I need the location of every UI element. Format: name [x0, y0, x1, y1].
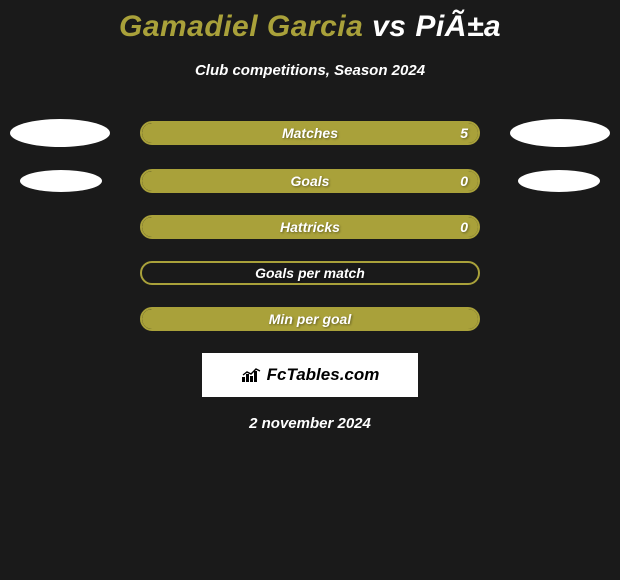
- bar-value: 0: [460, 219, 468, 235]
- vs-text: vs: [372, 10, 406, 43]
- stat-bar: Goals 0: [140, 169, 480, 193]
- oval-left: [20, 170, 102, 192]
- subtitle: Club competitions, Season 2024: [0, 62, 620, 79]
- stat-row: Matches 5: [0, 119, 620, 147]
- comparison-card: Gamadiel Garcia vs PiÃ±a Club competitio…: [0, 0, 620, 432]
- page-title: Gamadiel Garcia vs PiÃ±a: [0, 10, 620, 44]
- bar-label: Matches: [282, 125, 338, 141]
- bar-value: 5: [460, 125, 468, 141]
- player1-name: Gamadiel Garcia: [119, 10, 363, 43]
- stat-bar: Matches 5: [140, 121, 480, 145]
- bar-label: Goals per match: [255, 265, 365, 281]
- stat-row: Goals per match: [0, 261, 620, 285]
- oval-right: [510, 119, 610, 147]
- bar-label: Min per goal: [269, 311, 351, 327]
- oval-right: [518, 170, 600, 192]
- chart-icon: [241, 367, 263, 383]
- logo: FcTables.com: [241, 365, 380, 385]
- stat-row: Hattricks 0: [0, 215, 620, 239]
- bar-label: Hattricks: [280, 219, 340, 235]
- stat-bar: Hattricks 0: [140, 215, 480, 239]
- player2-name: PiÃ±a: [415, 10, 501, 43]
- stat-bar: Goals per match: [140, 261, 480, 285]
- stat-row: Min per goal: [0, 307, 620, 331]
- oval-left: [10, 119, 110, 147]
- bar-value: 0: [460, 173, 468, 189]
- date-text: 2 november 2024: [0, 415, 620, 432]
- stat-row: Goals 0: [0, 169, 620, 193]
- stats-rows: Matches 5 Goals 0 Hattricks 0 Goals per match M…: [0, 119, 620, 331]
- logo-box: FcTables.com: [202, 353, 418, 397]
- stat-bar: Min per goal: [140, 307, 480, 331]
- logo-text: FcTables.com: [267, 365, 380, 385]
- bar-label: Goals: [291, 173, 330, 189]
